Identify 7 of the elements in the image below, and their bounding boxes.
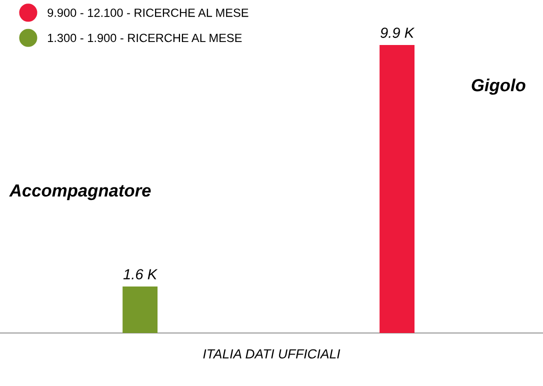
x-axis-title: ITALIA DATI UFFICIALI xyxy=(203,349,340,359)
annotation: Gigolo xyxy=(472,78,526,95)
legend-label: 1.300 - 1.900 - RICERCHE AL MESE xyxy=(48,34,242,42)
data-label: 9.9 K xyxy=(380,28,415,38)
legend-label: 9.900 - 12.100 - RICERCHE AL MESE xyxy=(48,8,248,17)
data-label: 1.6 K xyxy=(123,269,158,280)
annotation: Accompagnatore xyxy=(9,184,151,200)
